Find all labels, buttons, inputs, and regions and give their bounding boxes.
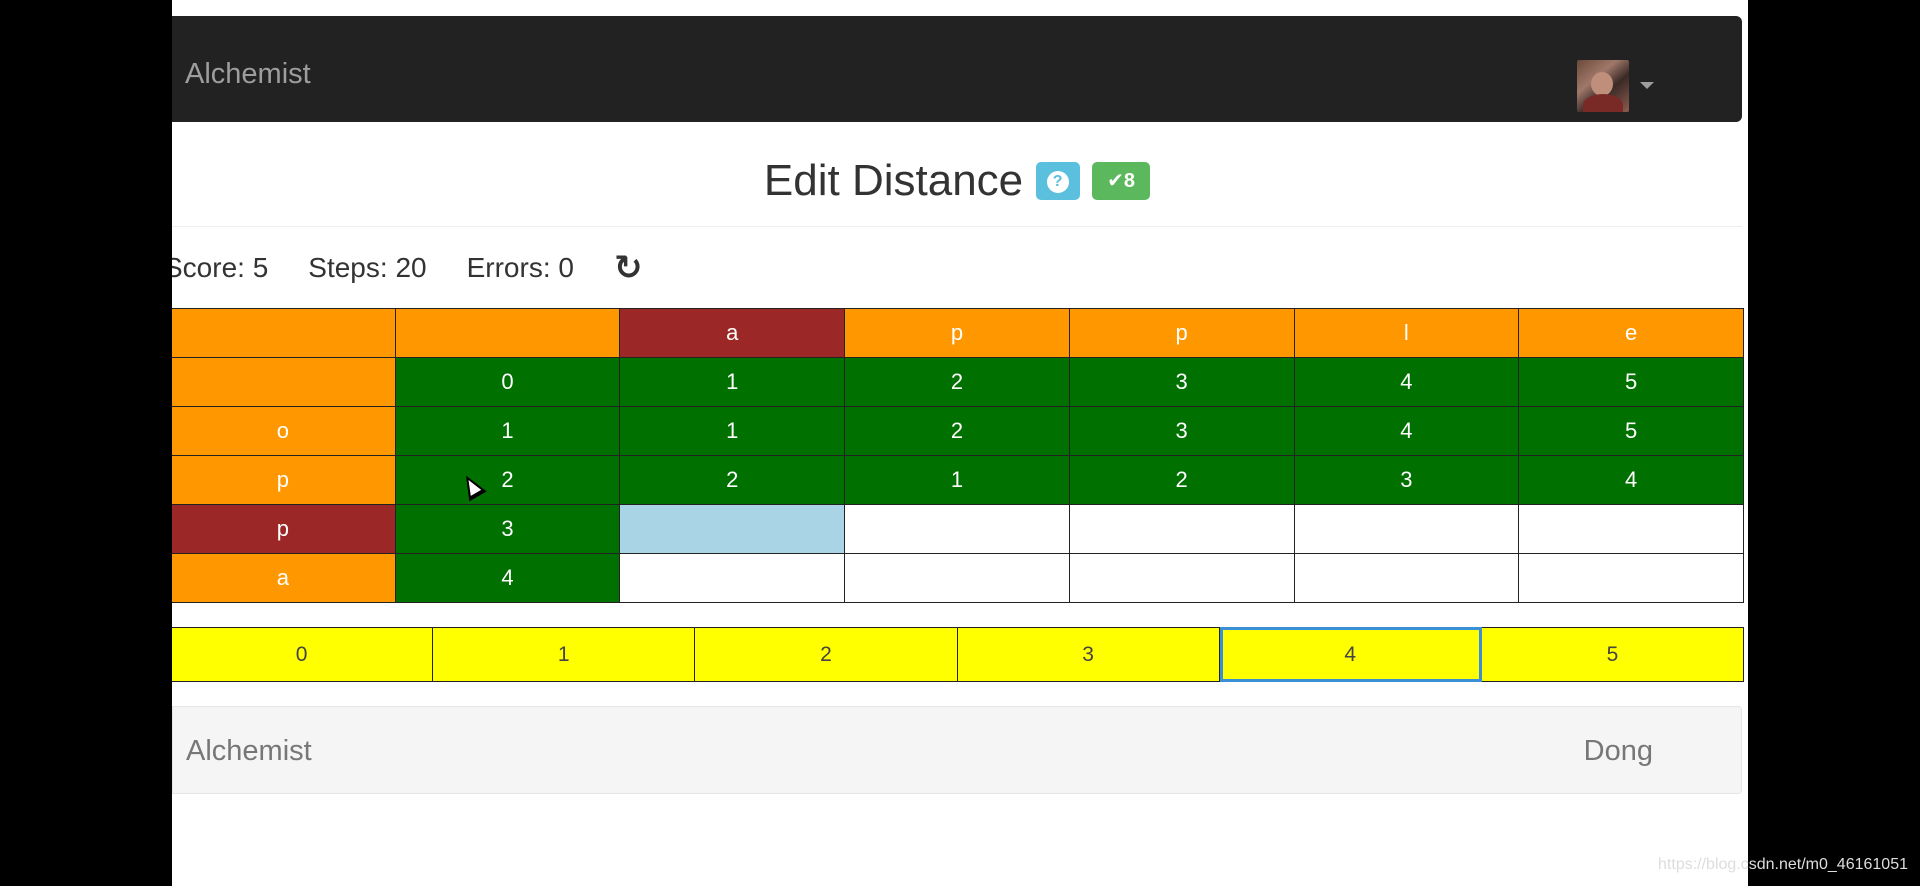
table-cell	[172, 308, 396, 358]
table-cell: 3	[1293, 455, 1520, 505]
choice-button-2[interactable]: 2	[695, 627, 958, 682]
table-cell-empty[interactable]	[1518, 504, 1744, 554]
table-cell: 2	[844, 357, 1070, 407]
page: Alchemist Edit Distance ? ✔8 Score: 5 St…	[172, 0, 1748, 886]
question-icon: ?	[1046, 171, 1069, 193]
user-avatar[interactable]	[1577, 60, 1629, 112]
table-row: a 4	[172, 553, 1744, 603]
navbar-brand[interactable]: Alchemist	[185, 58, 311, 90]
table-cell	[172, 357, 396, 407]
chevron-down-icon[interactable]	[1640, 82, 1654, 89]
table-cell: a	[172, 553, 396, 603]
errors-label: Errors: 0	[466, 252, 574, 283]
table-cell: 4	[1293, 406, 1520, 456]
table-cell	[394, 308, 621, 358]
table-cell-empty[interactable]	[844, 553, 1070, 603]
table-cell-highlight: p	[172, 504, 396, 554]
footer-user: Dong	[1583, 735, 1653, 767]
footer-brand: Alchemist	[186, 735, 312, 767]
divider	[172, 226, 1742, 227]
stats-bar: Score: 5 Steps: 20 Errors: 0 ↻	[172, 246, 642, 290]
table-cell: 2	[394, 455, 621, 505]
table-cell: 4	[1518, 455, 1744, 505]
table-cell: l	[1293, 308, 1520, 358]
choice-button-5[interactable]: 5	[1481, 627, 1745, 682]
table-cell: p	[172, 455, 396, 505]
choice-button-3[interactable]: 3	[957, 627, 1220, 682]
table-cell: 3	[1068, 357, 1295, 407]
table-row: p 2 2 1 2 3 4	[172, 455, 1744, 505]
table-cell-empty[interactable]	[619, 553, 846, 603]
navbar: Alchemist	[172, 16, 1742, 122]
table-cell: 1	[619, 406, 846, 456]
refresh-icon[interactable]: ↻	[613, 249, 643, 287]
table-cell: 3	[394, 504, 621, 554]
table-row: p 3	[172, 504, 1744, 554]
table-cell: 3	[1068, 406, 1295, 456]
table-cell: 1	[844, 455, 1070, 505]
solved-badge: ✔8	[1092, 162, 1151, 200]
table-cell: 4	[394, 553, 621, 603]
footer: Alchemist Dong	[172, 706, 1742, 794]
table-cell: p	[1068, 308, 1295, 358]
table-cell: 2	[1068, 455, 1295, 505]
table-cell-empty[interactable]	[1518, 553, 1744, 603]
table-cell: 4	[1293, 357, 1520, 407]
table-cell: 5	[1518, 357, 1744, 407]
choice-button-4[interactable]: 4	[1219, 627, 1482, 682]
table-cell-empty[interactable]	[1293, 553, 1520, 603]
table-cell: 5	[1518, 406, 1744, 456]
steps-label: Steps: 20	[308, 252, 427, 283]
page-title: Edit Distance	[763, 156, 1024, 205]
table-row: o 1 1 2 3 4 5	[172, 406, 1744, 456]
table-cell-empty[interactable]	[1068, 504, 1295, 554]
watermark: https://blog.csdn.net/m0_46161051	[1658, 856, 1908, 873]
choice-button-1[interactable]: 1	[433, 627, 696, 682]
table-cell: p	[844, 308, 1070, 358]
table-cell-selected[interactable]	[619, 504, 846, 554]
title-row: Edit Distance ? ✔8	[172, 156, 1742, 206]
table-header-row: a p p l e	[172, 308, 1744, 358]
table-cell: 0	[394, 357, 621, 407]
table-row: 0 1 2 3 4 5	[172, 357, 1744, 407]
table-cell: 1	[394, 406, 621, 456]
answer-choices: 0 1 2 3 4 5	[172, 627, 1745, 682]
dp-table: a p p l e 0 1 2 3 4 5 o 1 1 2 3 4 5 p 2 …	[172, 308, 1744, 603]
table-cell: 2	[844, 406, 1070, 456]
table-cell-highlight: a	[619, 308, 846, 358]
help-badge[interactable]: ?	[1035, 162, 1080, 200]
table-cell-empty[interactable]	[1068, 553, 1295, 603]
table-cell-empty[interactable]	[1293, 504, 1520, 554]
table-cell-empty[interactable]	[844, 504, 1070, 554]
table-cell: 1	[619, 357, 846, 407]
table-cell: o	[172, 406, 396, 456]
table-cell: e	[1518, 308, 1744, 358]
choice-button-0[interactable]: 0	[172, 627, 434, 682]
score-label: Score: 5	[172, 252, 269, 283]
table-cell: 2	[619, 455, 846, 505]
